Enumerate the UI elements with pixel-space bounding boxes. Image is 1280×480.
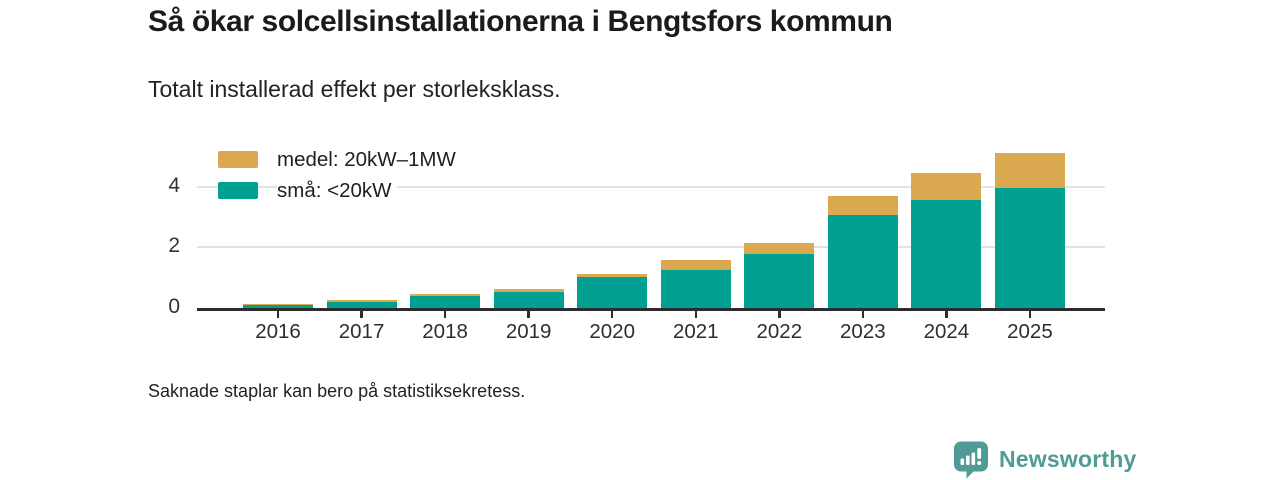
legend-swatch-icon — [218, 151, 258, 168]
newsworthy-chart-bubble-icon — [952, 440, 990, 479]
plot-area — [197, 140, 1105, 318]
gridline-y4 — [197, 185, 1105, 188]
legend-label: små: <20kW — [277, 178, 397, 203]
x-tick-label-2019: 2019 — [505, 320, 552, 343]
bar-2019-medel — [493, 289, 564, 292]
y-tick-label-4: 4 — [168, 173, 180, 197]
x-axis: 2016 2017 2018 2019 2020 2021 2022 2023 2024 2025 — [197, 320, 1105, 348]
x-tick-label-2020: 2020 — [589, 320, 635, 343]
bar-2022-små — [744, 254, 815, 308]
legend-swatch-icon — [218, 182, 258, 199]
legend-label: medel: 20kW–1MW — [277, 147, 461, 172]
bar-2016-medel — [243, 304, 313, 305]
x-tick-2022 — [778, 308, 781, 318]
bar-2017-medel — [326, 300, 397, 302]
x-tick-label-2025: 2025 — [1007, 320, 1053, 343]
bar-2021-medel — [660, 260, 731, 271]
x-tick-2017 — [360, 308, 363, 318]
bar-2025-små — [994, 187, 1065, 308]
bar-2023-små — [827, 214, 898, 308]
bar-2023-medel — [827, 195, 898, 215]
legend-item-0: medel: 20kW–1MW — [218, 147, 461, 172]
legend: medel: 20kW–1MW små: <20kW — [218, 147, 461, 203]
bar-2022-medel — [744, 242, 815, 255]
x-tick-2023 — [861, 308, 865, 318]
legend-item-1: små: <20kW — [218, 178, 461, 203]
x-tick-label-2023: 2023 — [840, 320, 886, 343]
branding-name: Newsworthy — [999, 446, 1137, 472]
bar-2018-små — [410, 296, 481, 308]
x-tick-label-2024: 2024 — [923, 320, 970, 343]
bar-2024-små — [911, 199, 982, 308]
bar-2025-medel — [994, 153, 1065, 188]
x-tick-2019 — [527, 308, 530, 318]
bar-2018-medel — [410, 294, 481, 297]
bar-2021-små — [660, 270, 731, 308]
x-tick-2020 — [610, 308, 614, 318]
x-tick-2018 — [443, 308, 447, 318]
gridline-y2 — [197, 246, 1105, 249]
y-axis: 0 2 4 — [138, 140, 188, 318]
bar-2019-små — [493, 291, 564, 308]
x-tick-label-2018: 2018 — [422, 320, 468, 343]
x-tick-label-2021: 2021 — [672, 320, 719, 343]
y-tick-label-2: 2 — [168, 234, 180, 258]
y-tick-label-0: 0 — [168, 295, 180, 318]
x-tick-label-2017: 2017 — [338, 320, 385, 343]
x-tick-2024 — [945, 308, 948, 318]
branding-logo[interactable]: Newsworthy — [952, 440, 1136, 479]
chart-title: Så ökar solcellsinstallationerna i Bengt… — [148, 5, 893, 38]
x-tick-label-2022: 2022 — [756, 320, 803, 343]
footnote: Saknade staplar kan bero på statistiksek… — [148, 381, 526, 401]
bar-2020-medel — [577, 274, 648, 277]
chart-subtitle: Totalt installerad effekt per storlekskl… — [148, 76, 561, 102]
bar-2020-små — [577, 276, 648, 308]
bar-2016-små — [243, 304, 313, 308]
bar-2024-medel — [911, 173, 982, 200]
x-tick-2021 — [694, 308, 697, 318]
x-tick-2025 — [1028, 308, 1032, 318]
bar-2017-små — [326, 301, 397, 308]
x-tick-2016 — [276, 308, 280, 318]
x-tick-label-2016: 2016 — [255, 320, 301, 343]
